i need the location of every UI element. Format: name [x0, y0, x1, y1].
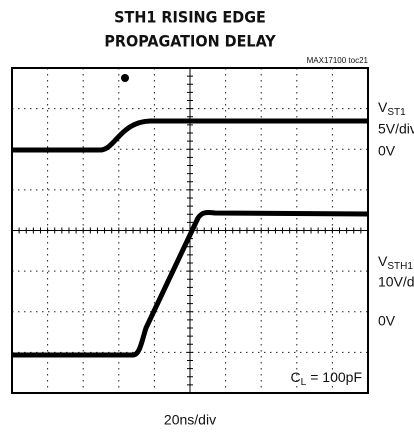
subscript: ST1: [387, 107, 406, 118]
subscript: L: [301, 377, 307, 388]
symbol: V: [378, 253, 388, 269]
subscript: STH1: [387, 261, 413, 272]
symbol: V: [378, 99, 388, 115]
trigger-marker: [121, 74, 129, 82]
figure-id: MAX17100 toc21: [307, 56, 369, 65]
plot-frame: [11, 67, 369, 394]
channel-label: VSTH1: [378, 253, 413, 272]
channel-ground: 0V: [378, 313, 396, 329]
symbol: C: [291, 369, 301, 385]
trace-sth1: [12, 210, 369, 358]
load-label: CL = 100pF: [291, 369, 362, 388]
title-line: STH1 RISING EDGE: [114, 8, 266, 27]
trace-st1: [12, 118, 368, 153]
timebase: 20ns/div: [164, 412, 216, 428]
channel-ground: 0V: [378, 143, 396, 159]
value: = 100pF: [310, 369, 362, 385]
channel-scale: 10V/div: [378, 274, 414, 290]
title-line: PROPAGATION DELAY: [104, 32, 276, 51]
channel-scale: 5V/div: [378, 121, 414, 137]
channel-label: VST1: [378, 99, 406, 118]
